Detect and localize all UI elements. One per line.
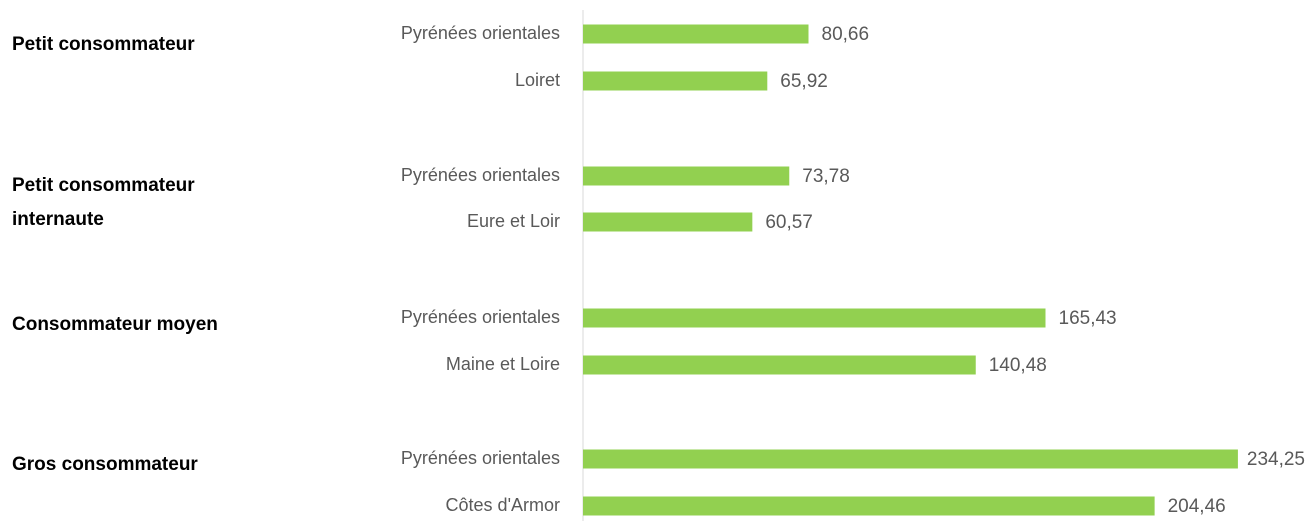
bar	[583, 308, 1046, 328]
value-label: 140,48	[989, 355, 1047, 376]
bar	[583, 212, 753, 232]
category-label: Pyrénées orientales	[401, 448, 560, 468]
value-label: 73,78	[802, 166, 850, 187]
bar	[583, 71, 768, 91]
bar	[583, 166, 790, 186]
bar	[583, 355, 976, 375]
value-label: 60,57	[765, 212, 813, 233]
category-label: Pyrénées orientales	[401, 165, 560, 185]
category-label: Maine et Loire	[446, 354, 560, 374]
group-label: Consommateur moyen	[12, 314, 218, 335]
category-label: Pyrénées orientales	[401, 23, 560, 43]
value-label: 165,43	[1059, 308, 1117, 329]
group-label: Petit consommateur internaute	[12, 175, 195, 230]
group-label: Petit consommateur	[12, 34, 195, 55]
value-label: 80,66	[822, 24, 870, 45]
category-label: Eure et Loir	[467, 211, 560, 231]
category-label: Pyrénées orientales	[401, 307, 560, 327]
value-label: 234,25	[1247, 449, 1305, 470]
group-label: Gros consommateur	[12, 454, 198, 475]
category-label: Loiret	[515, 70, 560, 90]
bar	[583, 449, 1238, 469]
category-label: Côtes d'Armor	[446, 495, 560, 515]
bar	[583, 496, 1155, 516]
bar	[583, 24, 809, 44]
value-label: 65,92	[780, 71, 828, 92]
value-label: 204,46	[1168, 496, 1226, 517]
